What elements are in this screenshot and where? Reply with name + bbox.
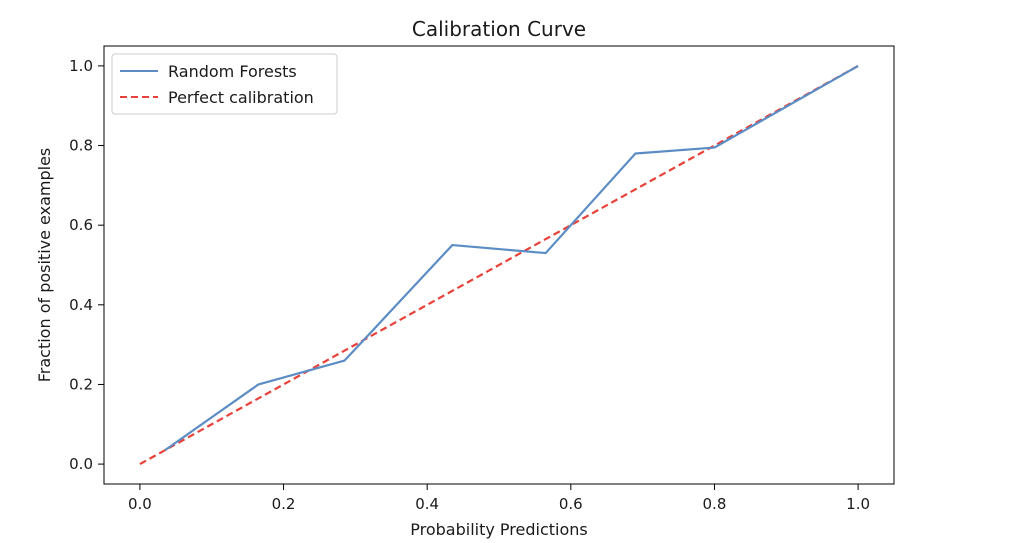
x-axis-label: Probability Predictions [410, 520, 587, 539]
x-tick-label: 1.0 [846, 495, 870, 513]
chart-title: Calibration Curve [412, 17, 586, 41]
y-tick-label: 0.4 [69, 296, 93, 314]
series-layer [139, 64, 859, 466]
y-tick-label: 0.0 [69, 455, 93, 473]
legend-box [111, 53, 338, 115]
legend: Random Forests Perfect calibration [111, 53, 338, 115]
x-tick-label: 0.8 [703, 495, 727, 513]
y-axis-ticks: 0.0 0.2 0.4 0.6 0.8 1.0 [69, 57, 104, 473]
y-tick-label: 1.0 [69, 57, 93, 75]
y-axis-label: Fraction of positive examples [35, 148, 54, 383]
x-axis-ticks: 0.0 0.2 0.4 0.6 0.8 1.0 [128, 484, 870, 513]
series-line-perfect-calibration [139, 64, 859, 466]
x-tick-label: 0.6 [559, 495, 583, 513]
y-tick-label: 0.8 [69, 137, 93, 155]
x-tick-label: 0.4 [415, 495, 439, 513]
x-tick-label: 0.2 [272, 495, 296, 513]
series-line-random-forests [164, 64, 859, 452]
legend-label-perfect-calibration: Perfect calibration [168, 88, 314, 107]
plot-area [103, 45, 895, 485]
y-tick-label: 0.6 [69, 216, 93, 234]
x-tick-label: 0.0 [128, 495, 152, 513]
y-tick-label: 0.2 [69, 375, 93, 393]
legend-label-random-forests: Random Forests [168, 62, 297, 81]
